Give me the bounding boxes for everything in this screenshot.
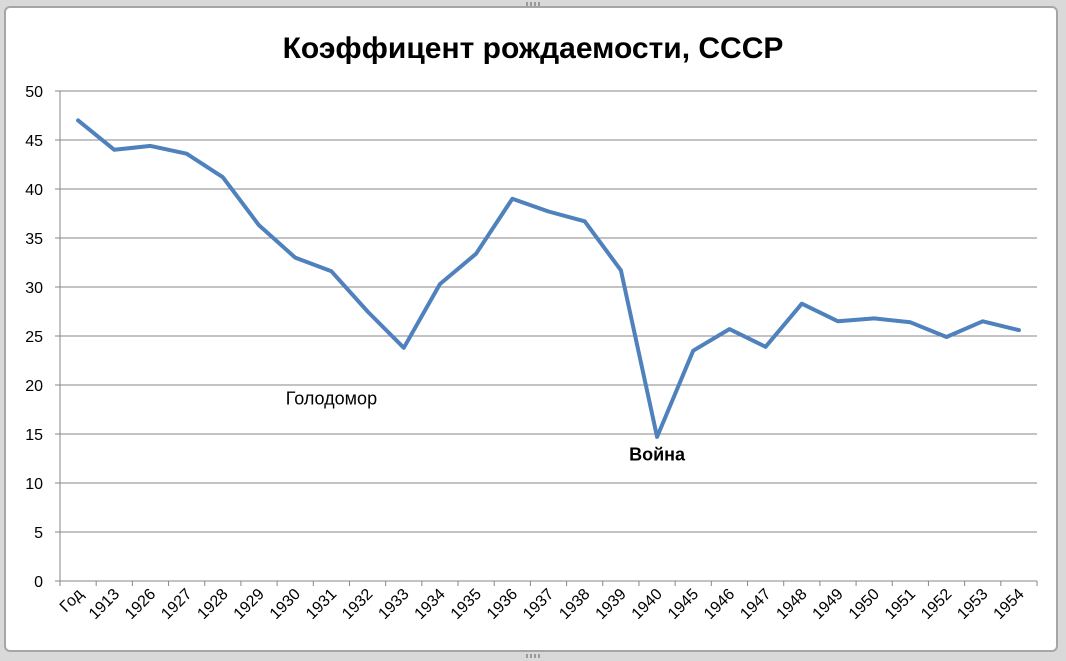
data-point bbox=[293, 256, 297, 260]
top-resize-handle[interactable] bbox=[526, 2, 540, 6]
y-tick-label: 20 bbox=[25, 378, 43, 395]
x-tick-label: 1939 bbox=[593, 586, 630, 623]
x-tick-labels: Год1913192619271928192919301931193219331… bbox=[57, 585, 1028, 623]
x-tick-label: 1950 bbox=[846, 586, 883, 623]
x-tick-label: 1938 bbox=[556, 586, 593, 623]
y-tick-label: 45 bbox=[25, 133, 43, 150]
y-tick-label: 35 bbox=[25, 231, 43, 248]
bottom-resize-handle[interactable] bbox=[526, 654, 540, 658]
annotation-label: Голодомор bbox=[286, 389, 377, 409]
x-tick-label: 1946 bbox=[701, 586, 738, 623]
gridlines bbox=[60, 90, 1037, 533]
x-tick-label: 1949 bbox=[810, 586, 847, 623]
series-layer bbox=[76, 118, 1021, 439]
annotations: Голодомор Война bbox=[286, 389, 686, 465]
x-tick-label: 1931 bbox=[303, 586, 340, 623]
axes bbox=[55, 90, 1038, 586]
data-point bbox=[945, 335, 949, 339]
annotation-label: Война bbox=[629, 444, 686, 464]
y-tick-label: 25 bbox=[25, 329, 43, 346]
x-tick-label: 1935 bbox=[448, 586, 485, 623]
x-tick-label: 1934 bbox=[412, 586, 449, 623]
data-point bbox=[872, 316, 876, 320]
x-tick-label: 1954 bbox=[991, 586, 1028, 623]
chart-title: Коэффицент рождаемости, СССР bbox=[283, 32, 784, 65]
x-tick-label: 1936 bbox=[484, 586, 521, 623]
data-point bbox=[764, 345, 768, 349]
chart-frame bbox=[4, 6, 1058, 652]
data-point bbox=[1017, 328, 1021, 332]
data-point bbox=[438, 282, 442, 286]
x-tick-label: 1953 bbox=[954, 586, 991, 623]
x-tick-label: 1945 bbox=[665, 586, 702, 623]
x-tick-label: Год bbox=[57, 585, 88, 616]
data-point bbox=[691, 349, 695, 353]
data-point bbox=[112, 148, 116, 152]
x-tick-label: 1947 bbox=[737, 586, 774, 623]
x-tick-label: 1929 bbox=[231, 586, 268, 623]
x-tick-label: 1913 bbox=[86, 586, 123, 623]
data-point bbox=[619, 268, 623, 272]
data-point bbox=[908, 320, 912, 324]
data-point bbox=[257, 223, 261, 227]
data-point bbox=[727, 327, 731, 331]
data-point bbox=[981, 319, 985, 323]
x-tick-label: 1951 bbox=[882, 586, 919, 623]
y-tick-labels: 0 5 10 15 20 25 30 35 40 45 50 bbox=[25, 84, 43, 591]
x-tick-label: 1927 bbox=[158, 586, 195, 623]
y-tick-label: 30 bbox=[25, 280, 43, 297]
data-point bbox=[76, 118, 80, 122]
y-tick-label: 50 bbox=[25, 84, 43, 101]
y-tick-label: 0 bbox=[34, 574, 43, 591]
y-tick-label: 40 bbox=[25, 182, 43, 199]
x-tick-label: 1948 bbox=[773, 586, 810, 623]
data-point bbox=[366, 310, 370, 313]
data-point bbox=[510, 197, 514, 201]
x-tick-label: 1926 bbox=[122, 586, 159, 623]
data-point bbox=[800, 302, 804, 306]
y-tick-label: 5 bbox=[34, 525, 43, 542]
x-tick-label: 1952 bbox=[918, 586, 955, 623]
data-point bbox=[655, 435, 659, 439]
data-point bbox=[583, 219, 587, 223]
data-point bbox=[402, 346, 406, 350]
y-tick-label: 10 bbox=[25, 476, 43, 493]
data-point bbox=[836, 319, 840, 323]
data-point bbox=[148, 144, 152, 148]
data-point bbox=[329, 269, 333, 273]
x-tick-label: 1928 bbox=[194, 586, 231, 623]
x-tick-label: 1940 bbox=[629, 586, 666, 623]
data-point bbox=[185, 152, 189, 156]
x-tick-label: 1937 bbox=[520, 586, 557, 623]
series-line bbox=[76, 118, 1021, 439]
y-tick-label: 15 bbox=[25, 427, 43, 444]
data-point bbox=[221, 175, 225, 179]
data-point bbox=[547, 210, 550, 214]
data-point bbox=[474, 252, 478, 256]
x-tick-label: 1932 bbox=[339, 586, 376, 623]
x-tick-label: 1930 bbox=[267, 586, 304, 623]
x-tick-label: 1933 bbox=[375, 586, 412, 623]
